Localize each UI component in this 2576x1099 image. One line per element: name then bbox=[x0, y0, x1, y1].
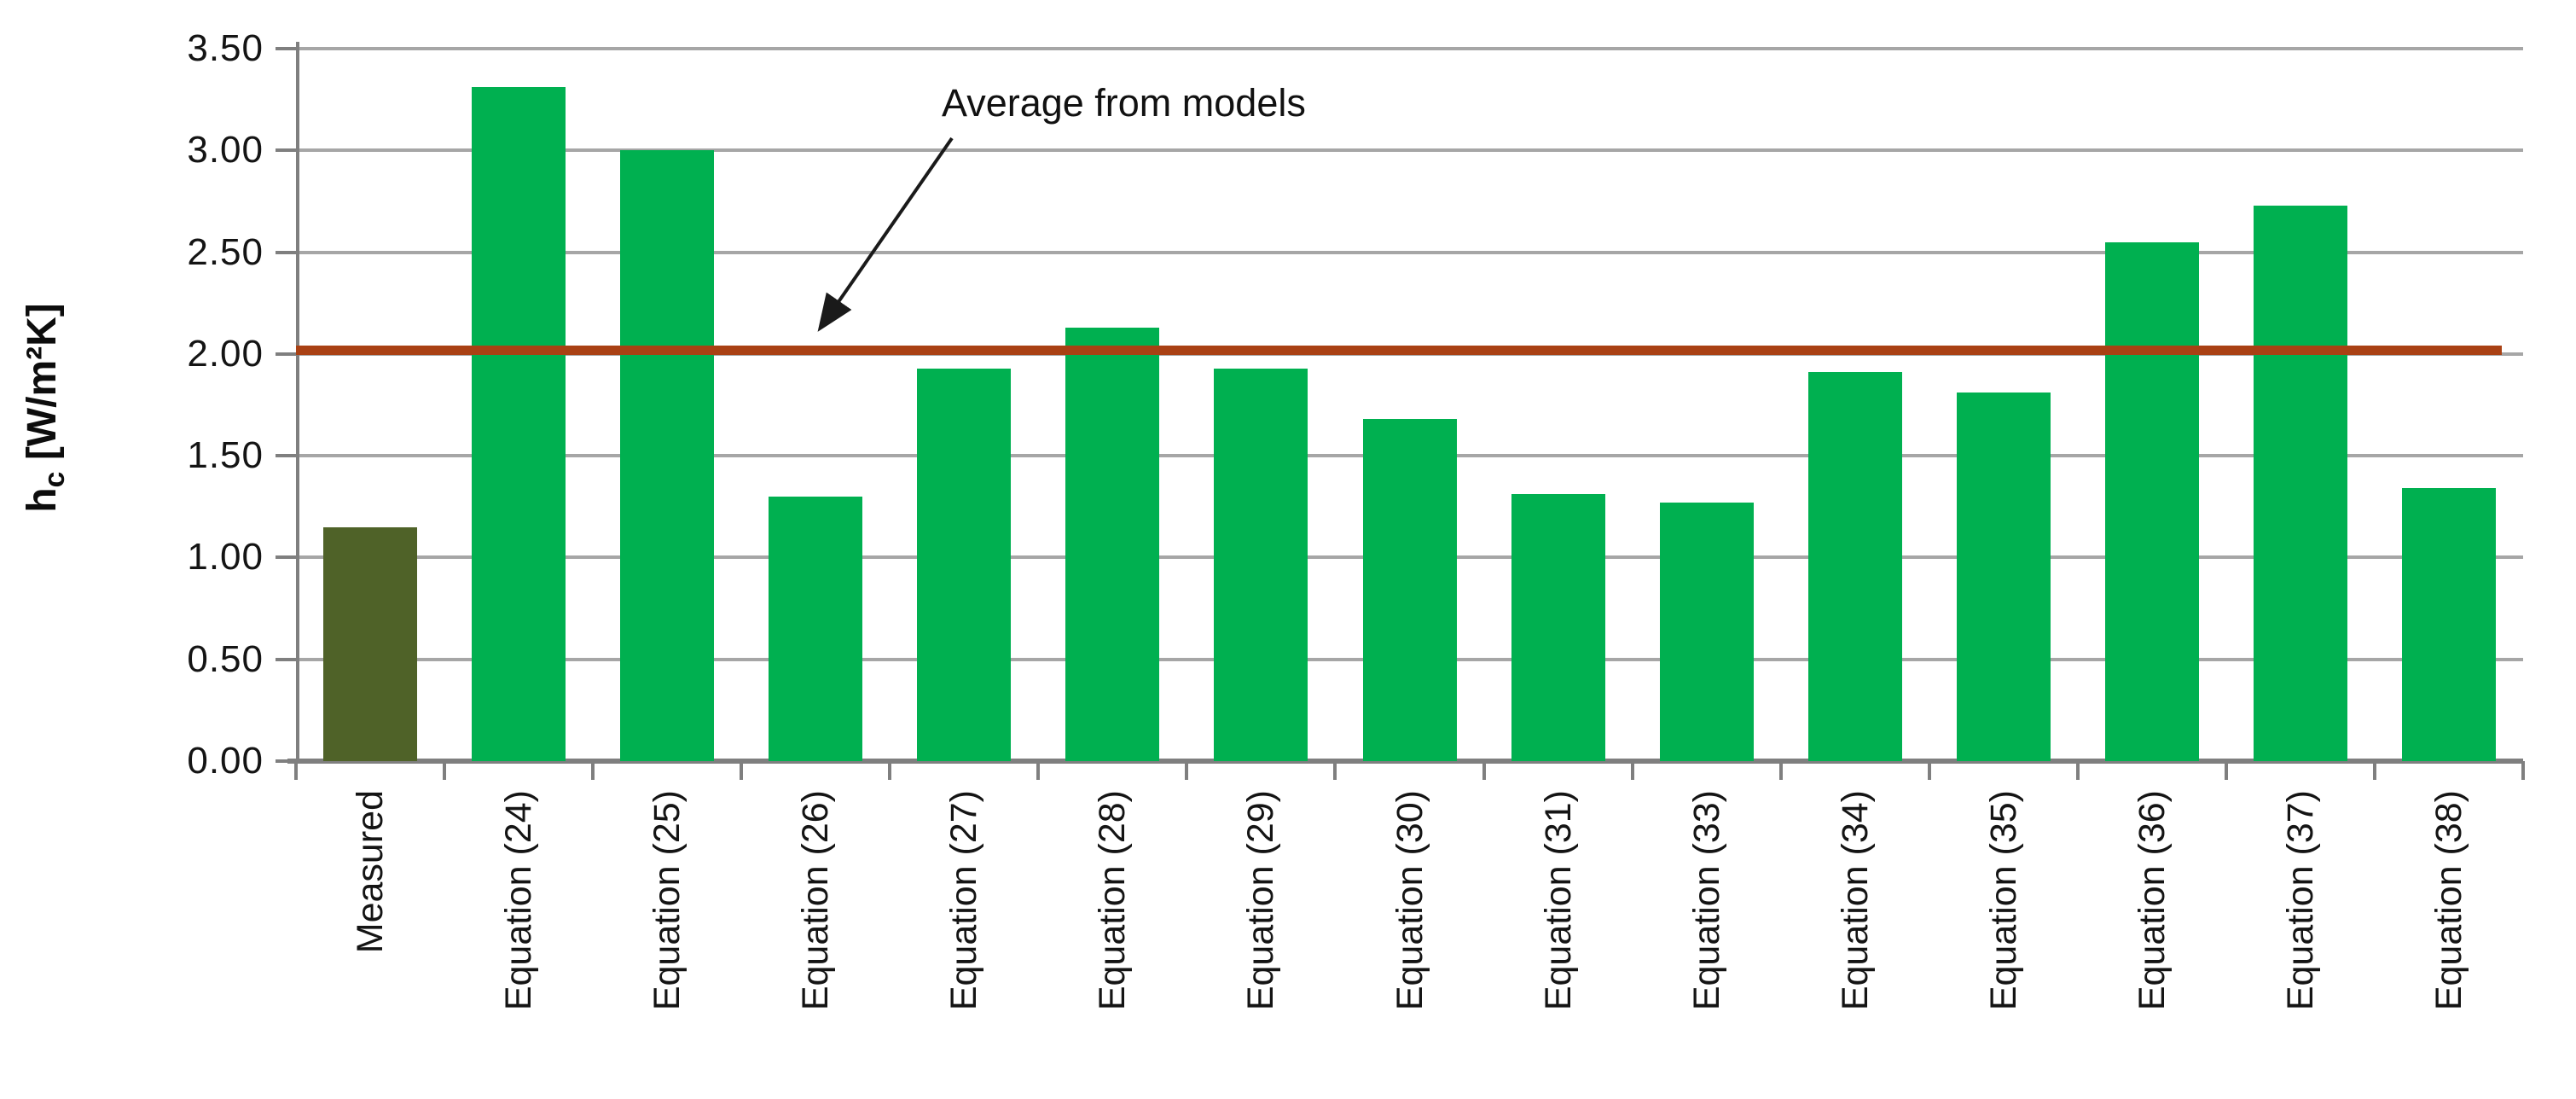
y-tick-label: 1.00 bbox=[187, 536, 264, 579]
bar-equation-35 bbox=[1956, 392, 2051, 761]
x-tick-label-equation-38: Equation (38) bbox=[2428, 790, 2469, 1011]
bar-equation-38 bbox=[2401, 488, 2496, 761]
y-tick-1.00 bbox=[276, 555, 296, 560]
annotation-label: Average from models bbox=[942, 81, 1306, 125]
gridline-3.50 bbox=[296, 47, 2523, 50]
x-axis-tick bbox=[1778, 761, 1783, 780]
x-tick-label-equation-31: Equation (31) bbox=[1537, 790, 1579, 1011]
bar-equation-33 bbox=[1659, 503, 1754, 761]
x-axis-tick bbox=[2075, 761, 2080, 780]
gridline-2.50 bbox=[296, 250, 2523, 254]
gridline-3.00 bbox=[296, 148, 2523, 153]
x-axis-tick bbox=[2521, 761, 2525, 780]
y-tick-label: 0.00 bbox=[187, 740, 264, 782]
x-axis-tick bbox=[1036, 761, 1041, 780]
y-tick-0.00 bbox=[276, 759, 296, 763]
x-axis-tick bbox=[1185, 761, 1189, 780]
x-tick-label-equation-30: Equation (30) bbox=[1389, 790, 1430, 1011]
bar-equation-36 bbox=[2104, 241, 2199, 761]
x-tick-label-equation-29: Equation (29) bbox=[1240, 790, 1282, 1011]
y-axis-title-base: h bbox=[20, 487, 65, 513]
y-tick-label: 2.00 bbox=[187, 332, 264, 375]
x-tick-label-equation-36: Equation (36) bbox=[2131, 790, 2173, 1011]
x-tick-label-equation-26: Equation (26) bbox=[795, 790, 837, 1011]
y-axis-line bbox=[296, 42, 299, 761]
x-axis-tick bbox=[740, 761, 744, 780]
bar-equation-24 bbox=[472, 87, 566, 761]
x-axis-tick bbox=[2224, 761, 2228, 780]
y-axis-title: hc [W/m²K] bbox=[17, 169, 71, 647]
y-tick-2.00 bbox=[276, 352, 296, 356]
bar-equation-37 bbox=[2253, 205, 2347, 761]
y-tick-label: 2.50 bbox=[187, 230, 264, 273]
x-tick-label-equation-35: Equation (35) bbox=[1982, 790, 2024, 1011]
x-axis-tick bbox=[294, 761, 298, 780]
y-tick-label: 3.50 bbox=[187, 27, 264, 69]
bar-equation-28 bbox=[1065, 327, 1160, 761]
y-axis-title-subscript: c bbox=[38, 471, 71, 488]
y-tick-label: 3.00 bbox=[187, 129, 264, 172]
y-tick-3.00 bbox=[276, 148, 296, 153]
x-axis-tick bbox=[591, 761, 595, 780]
bar-equation-27 bbox=[917, 368, 1012, 761]
x-tick-label-equation-27: Equation (27) bbox=[943, 790, 985, 1011]
x-tick-label-equation-28: Equation (28) bbox=[1092, 790, 1134, 1011]
x-axis-tick bbox=[2372, 761, 2376, 780]
x-axis-tick bbox=[443, 761, 447, 780]
x-tick-label-equation-24: Equation (24) bbox=[498, 790, 540, 1011]
bar-equation-31 bbox=[1511, 494, 1605, 761]
x-tick-label-equation-25: Equation (25) bbox=[647, 790, 688, 1011]
average-line bbox=[296, 346, 2502, 356]
y-axis-title-unit: [W/m²K] bbox=[20, 303, 65, 472]
x-axis-tick bbox=[1630, 761, 1634, 780]
x-tick-label-measured: Measured bbox=[350, 790, 392, 954]
x-axis-tick bbox=[1333, 761, 1337, 780]
bar-equation-25 bbox=[620, 150, 715, 761]
bar-measured bbox=[323, 526, 418, 761]
bar-equation-34 bbox=[1807, 372, 1902, 761]
x-tick-label-equation-37: Equation (37) bbox=[2279, 790, 2321, 1011]
x-axis-tick bbox=[888, 761, 892, 780]
x-axis-line bbox=[287, 759, 2523, 764]
x-tick-label-equation-34: Equation (34) bbox=[1834, 790, 1876, 1011]
bar-equation-29 bbox=[1214, 368, 1308, 761]
x-axis-tick bbox=[1927, 761, 1931, 780]
y-tick-label: 1.50 bbox=[187, 434, 264, 477]
bar-equation-30 bbox=[1362, 419, 1457, 761]
x-axis-tick bbox=[1482, 761, 1486, 780]
y-tick-label: 0.50 bbox=[187, 637, 264, 680]
y-tick-0.50 bbox=[276, 657, 296, 661]
x-tick-label-equation-33: Equation (33) bbox=[1685, 790, 1727, 1011]
y-tick-2.50 bbox=[276, 250, 296, 254]
y-tick-3.50 bbox=[276, 47, 296, 50]
y-tick-1.50 bbox=[276, 454, 296, 458]
bar-equation-26 bbox=[769, 496, 863, 761]
